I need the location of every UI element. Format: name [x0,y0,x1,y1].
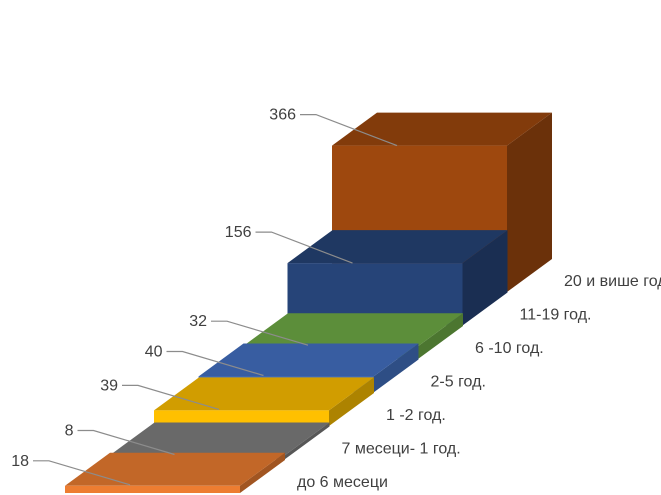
bar-front-0 [65,485,240,493]
bar-top-6 [332,112,552,146]
category-label-1: 7 месеци- 1 год. [342,441,461,458]
bar-top-1 [109,422,330,456]
leader-line-3 [166,350,264,377]
bar-side-3 [373,343,419,393]
value-label-2: 39 [100,377,118,394]
bar-0 [65,452,285,493]
bar-top-3 [198,343,419,377]
leader-lines-group [33,113,398,486]
bar-side-6 [507,112,552,292]
bar-side-2 [329,377,374,426]
category-label-2: 1 -2 год. [386,407,446,424]
category-label-5: 11-19 год. [520,307,592,324]
bar-side-4 [418,313,463,359]
bar-top-2 [154,377,374,411]
value-label-0: 18 [11,453,29,470]
category-label-0: до 6 месеци [297,474,388,491]
bar-front-2 [154,410,329,426]
value-label-1: 8 [65,423,74,440]
category-label-4: 6 -10 год. [475,340,544,357]
bar-5 [287,230,508,326]
category-label-6: 20 и више год. [564,273,661,290]
leader-line-6 [300,113,398,147]
bar-side-0 [240,452,285,493]
leader-line-4 [211,320,309,346]
bars-group [65,112,552,493]
value-label-6: 366 [269,107,296,124]
bar-2 [154,377,374,426]
bar-top-0 [65,452,285,486]
category-label-3: 2-5 год. [431,374,486,391]
category-labels-group: до 6 месеци 7 месеци- 1 год. 1 -2 год. 2-5 … [297,273,661,491]
value-labels-group: 18 8 39 40 32 156 366 [11,107,296,470]
leader-line-2 [122,384,220,410]
bar-top-4 [243,313,463,347]
value-label-4: 32 [189,313,207,330]
bar-top-5 [287,230,508,264]
leader-line-1 [77,429,175,456]
bar-side-1 [284,422,330,460]
value-label-3: 40 [145,344,163,361]
bar-side-5 [462,230,508,326]
value-label-5: 156 [225,224,252,241]
leader-line-5 [255,231,353,264]
leader-line-0 [33,460,131,486]
